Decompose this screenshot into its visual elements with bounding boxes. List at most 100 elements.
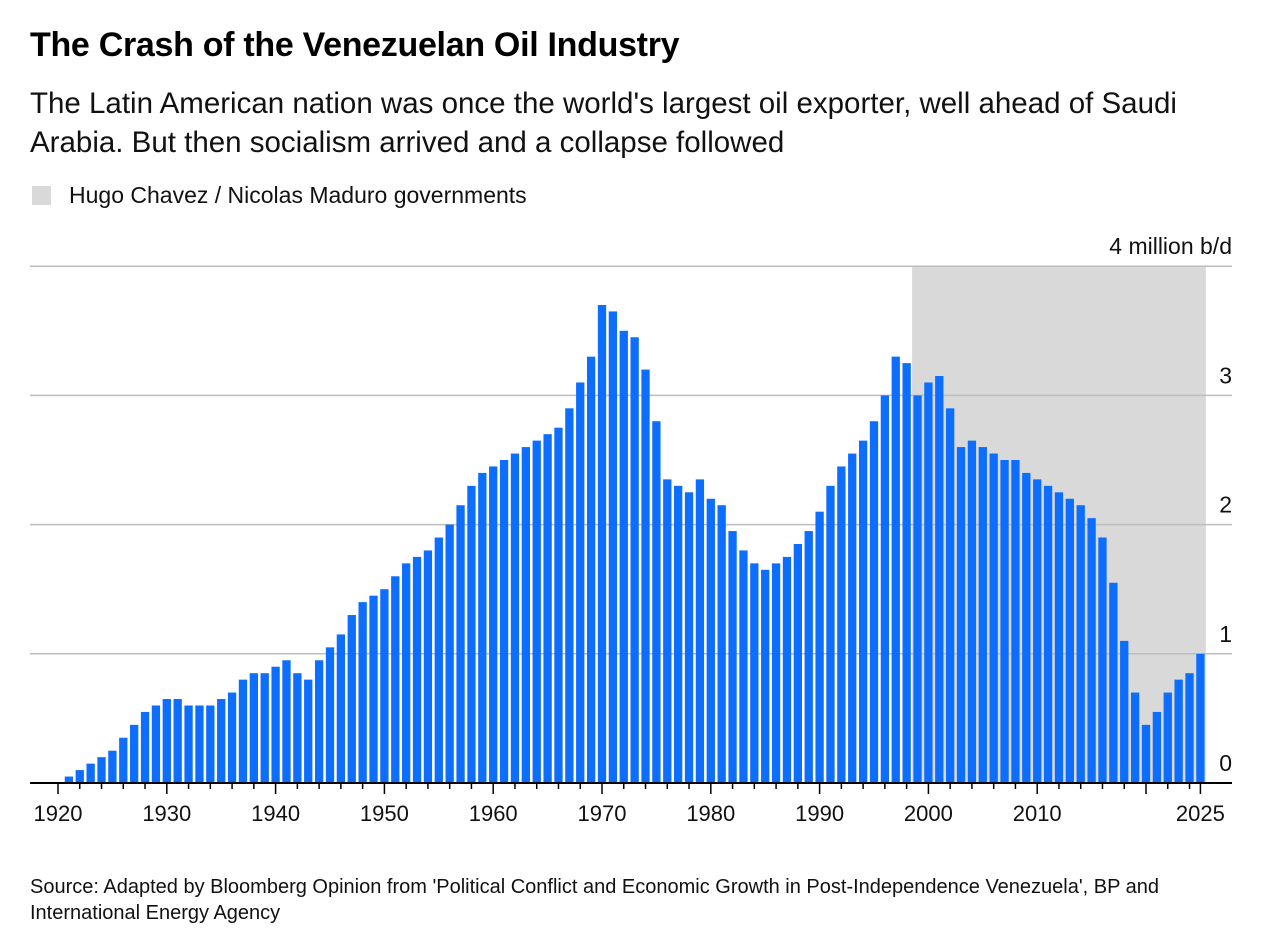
y-tick-label: 4 million b/d <box>1109 233 1232 259</box>
bar-2023 <box>1174 679 1183 783</box>
bar-2017 <box>1109 582 1118 783</box>
x-tick-label: 1990 <box>795 801 844 826</box>
bar-1949 <box>369 595 378 783</box>
bar-1958 <box>467 485 476 783</box>
bar-1935 <box>217 699 226 783</box>
bar-1942 <box>293 673 302 783</box>
bar-1997 <box>891 356 900 783</box>
bar-1995 <box>869 421 879 783</box>
bar-2009 <box>1022 472 1031 783</box>
bar-1994 <box>858 440 868 783</box>
bar-1947 <box>347 615 356 783</box>
bar-1980 <box>706 498 715 783</box>
bar-1946 <box>336 634 346 783</box>
bar-1993 <box>848 453 857 783</box>
bar-1955 <box>434 537 443 783</box>
bar-2008 <box>1011 460 1020 783</box>
bar-1963 <box>521 447 530 783</box>
bar-2002 <box>946 408 955 783</box>
bar-1975 <box>652 421 661 783</box>
bar-2025 <box>1196 653 1205 783</box>
bar-1938 <box>249 673 258 783</box>
bar-1968 <box>576 382 585 783</box>
bar-1981 <box>717 505 726 783</box>
bar-1960 <box>489 466 498 783</box>
bar-2006 <box>989 453 998 783</box>
bar-1932 <box>184 705 193 783</box>
bar-1941 <box>282 660 291 783</box>
bar-2016 <box>1098 537 1107 783</box>
bar-1983 <box>739 550 748 783</box>
bar-2013 <box>1065 498 1074 783</box>
bar-1999 <box>913 395 922 783</box>
bar-1936 <box>227 692 237 783</box>
bar-1940 <box>271 666 280 783</box>
bar-1978 <box>684 492 694 783</box>
bar-1987 <box>782 556 792 783</box>
x-tick-label: 2010 <box>1013 801 1062 826</box>
legend-swatch <box>32 186 51 205</box>
chart-subtitle: The Latin American nation was once the w… <box>30 87 1177 159</box>
y-tick-label: 0 <box>1219 750 1232 776</box>
bar-1928 <box>140 711 150 783</box>
bar-1957 <box>456 505 465 783</box>
bar-1996 <box>880 395 890 783</box>
bar-2019 <box>1130 692 1140 783</box>
bar-1982 <box>728 531 737 783</box>
bar-1959 <box>478 472 487 783</box>
bar-1985 <box>761 569 770 783</box>
bar-1931 <box>173 699 182 783</box>
bar-1945 <box>325 647 335 783</box>
y-tick-label: 1 <box>1219 621 1232 647</box>
bar-2001 <box>935 376 944 783</box>
x-tick-label: 2025 <box>1176 801 1225 826</box>
legend-label: Hugo Chavez / Nicolas Maduro governments <box>69 182 527 208</box>
bar-1992 <box>837 466 846 783</box>
bar-1926 <box>119 737 128 783</box>
bar-1967 <box>565 408 574 783</box>
bar-2007 <box>1000 460 1009 783</box>
x-tick-label: 1950 <box>360 801 409 826</box>
bar-2011 <box>1043 485 1053 783</box>
bar-1973 <box>630 337 639 783</box>
bar-2003 <box>956 447 966 783</box>
y-tick-label: 3 <box>1219 362 1232 388</box>
bar-1927 <box>130 724 139 783</box>
bar-1922 <box>75 770 84 783</box>
bar-1989 <box>804 531 813 783</box>
bar-1952 <box>402 563 411 783</box>
chart-title: The Crash of the Venezuelan Oil Industry <box>30 26 680 64</box>
bar-1929 <box>151 705 161 783</box>
bar-1972 <box>619 330 628 783</box>
bar-2000 <box>924 382 933 783</box>
x-tick-label: 2000 <box>904 801 953 826</box>
x-tick-label: 1980 <box>686 801 735 826</box>
bar-1925 <box>108 750 117 783</box>
source-note: Source: Adapted by Bloomberg Opinion fro… <box>30 876 1160 924</box>
bar-1970 <box>597 304 607 783</box>
bar-2021 <box>1152 711 1162 783</box>
x-tick-label: 1930 <box>142 801 191 826</box>
y-tick-label: 2 <box>1219 492 1232 518</box>
bar-1937 <box>238 679 248 783</box>
bar-2018 <box>1120 640 1129 783</box>
bar-1939 <box>260 673 269 783</box>
bar-1966 <box>554 427 563 783</box>
bar-1961 <box>499 460 509 783</box>
x-tick-label: 1920 <box>34 801 83 826</box>
bar-1930 <box>162 699 171 783</box>
bar-1956 <box>445 524 454 783</box>
legend: Hugo Chavez / Nicolas Maduro governments <box>32 182 527 209</box>
x-tick-label: 1940 <box>251 801 300 826</box>
bar-1962 <box>510 453 520 783</box>
bar-1943 <box>304 679 313 783</box>
bar-1977 <box>674 485 683 783</box>
bar-2005 <box>978 447 987 783</box>
bar-2015 <box>1087 518 1096 783</box>
bar-1988 <box>793 543 802 783</box>
x-tick-label: 1960 <box>469 801 518 826</box>
bar-1979 <box>695 479 705 783</box>
bar-1965 <box>543 434 552 783</box>
bar-1971 <box>608 311 618 783</box>
